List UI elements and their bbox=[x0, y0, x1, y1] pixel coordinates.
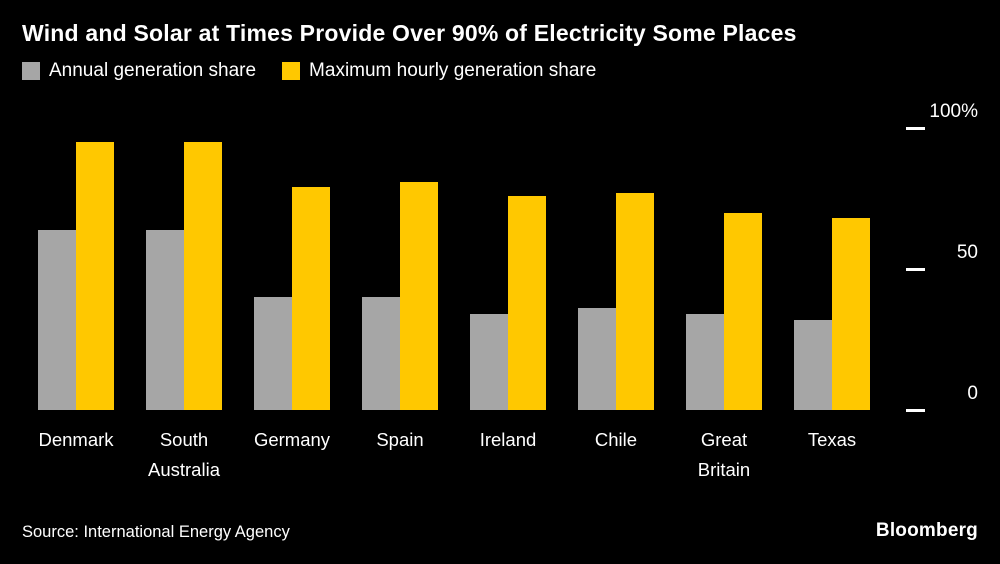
bar-group-texas: Texas bbox=[778, 128, 886, 450]
footer: Source: International Energy Agency Bloo… bbox=[22, 520, 978, 548]
chart-title: Wind and Solar at Times Provide Over 90%… bbox=[22, 20, 797, 46]
legend-swatch-icon bbox=[22, 62, 40, 80]
bar-group-denmark: Denmark bbox=[22, 128, 130, 450]
x-axis-label: Ireland bbox=[479, 429, 537, 450]
bar-group-spain: Spain bbox=[346, 128, 454, 450]
chart-area: Denmark South Australia Germany Spain Irelan… bbox=[22, 101, 978, 480]
bar-annual-chile bbox=[578, 308, 616, 410]
bar-maximum-denmark bbox=[76, 142, 114, 410]
bar-group-great-britain: Great Britain bbox=[670, 128, 778, 480]
bar-maximum-germany bbox=[292, 187, 330, 410]
bar-maximum-ireland bbox=[508, 195, 546, 410]
x-axis-label: Texas bbox=[807, 429, 857, 450]
legend: Annual generation share Maximum hourly ge… bbox=[22, 60, 978, 82]
legend-item-1: Maximum hourly generation share bbox=[282, 60, 596, 82]
bar-maximum-spain bbox=[400, 181, 438, 410]
bar-group-ireland: Ireland bbox=[454, 128, 562, 450]
x-axis-label: Great Britain bbox=[697, 429, 751, 480]
bar-annual-spain bbox=[362, 297, 400, 410]
legend-label: Annual generation share bbox=[49, 60, 257, 81]
x-axis-label: Denmark bbox=[38, 429, 114, 450]
bar-annual-ireland bbox=[470, 314, 508, 410]
legend-label: Maximum hourly generation share bbox=[309, 60, 597, 81]
bar-maximum-chile bbox=[616, 192, 654, 410]
tick-mark-icon bbox=[906, 409, 925, 412]
legend-item-0: Annual generation share bbox=[22, 60, 256, 82]
tick-mark-icon bbox=[906, 268, 925, 271]
y-axis: 100% 50 0 bbox=[886, 101, 978, 412]
source-note: Source: International Energy Agency bbox=[22, 523, 290, 541]
x-axis-label: South Australia bbox=[148, 429, 220, 480]
plot-area: Denmark South Australia Germany Spain Irelan… bbox=[22, 128, 886, 480]
bar-annual-texas bbox=[794, 319, 832, 410]
bar-annual-denmark bbox=[38, 229, 76, 410]
y-tick-label: 50 bbox=[956, 242, 978, 263]
legend-swatch-icon bbox=[282, 62, 301, 80]
bar-group-germany: Germany bbox=[238, 128, 346, 450]
bar-annual-germany bbox=[254, 297, 292, 410]
bar-maximum-texas bbox=[832, 218, 870, 410]
x-axis-label: Chile bbox=[594, 429, 638, 450]
x-axis-label: Germany bbox=[253, 429, 331, 450]
x-axis-label: Spain bbox=[376, 429, 424, 450]
y-tick-label: 100% bbox=[929, 101, 978, 122]
bar-maximum-south-australia bbox=[184, 142, 222, 410]
bloomberg-logo: Bloomberg bbox=[875, 520, 978, 541]
tick-mark-icon bbox=[906, 127, 925, 130]
bar-annual-south-australia bbox=[146, 229, 184, 410]
bar-group-south-australia: South Australia bbox=[130, 128, 238, 480]
y-tick-label: 0 bbox=[967, 383, 978, 404]
bar-maximum-great-britain bbox=[724, 212, 762, 410]
bar-group-chile: Chile bbox=[562, 128, 670, 450]
bar-annual-great-britain bbox=[686, 314, 724, 410]
